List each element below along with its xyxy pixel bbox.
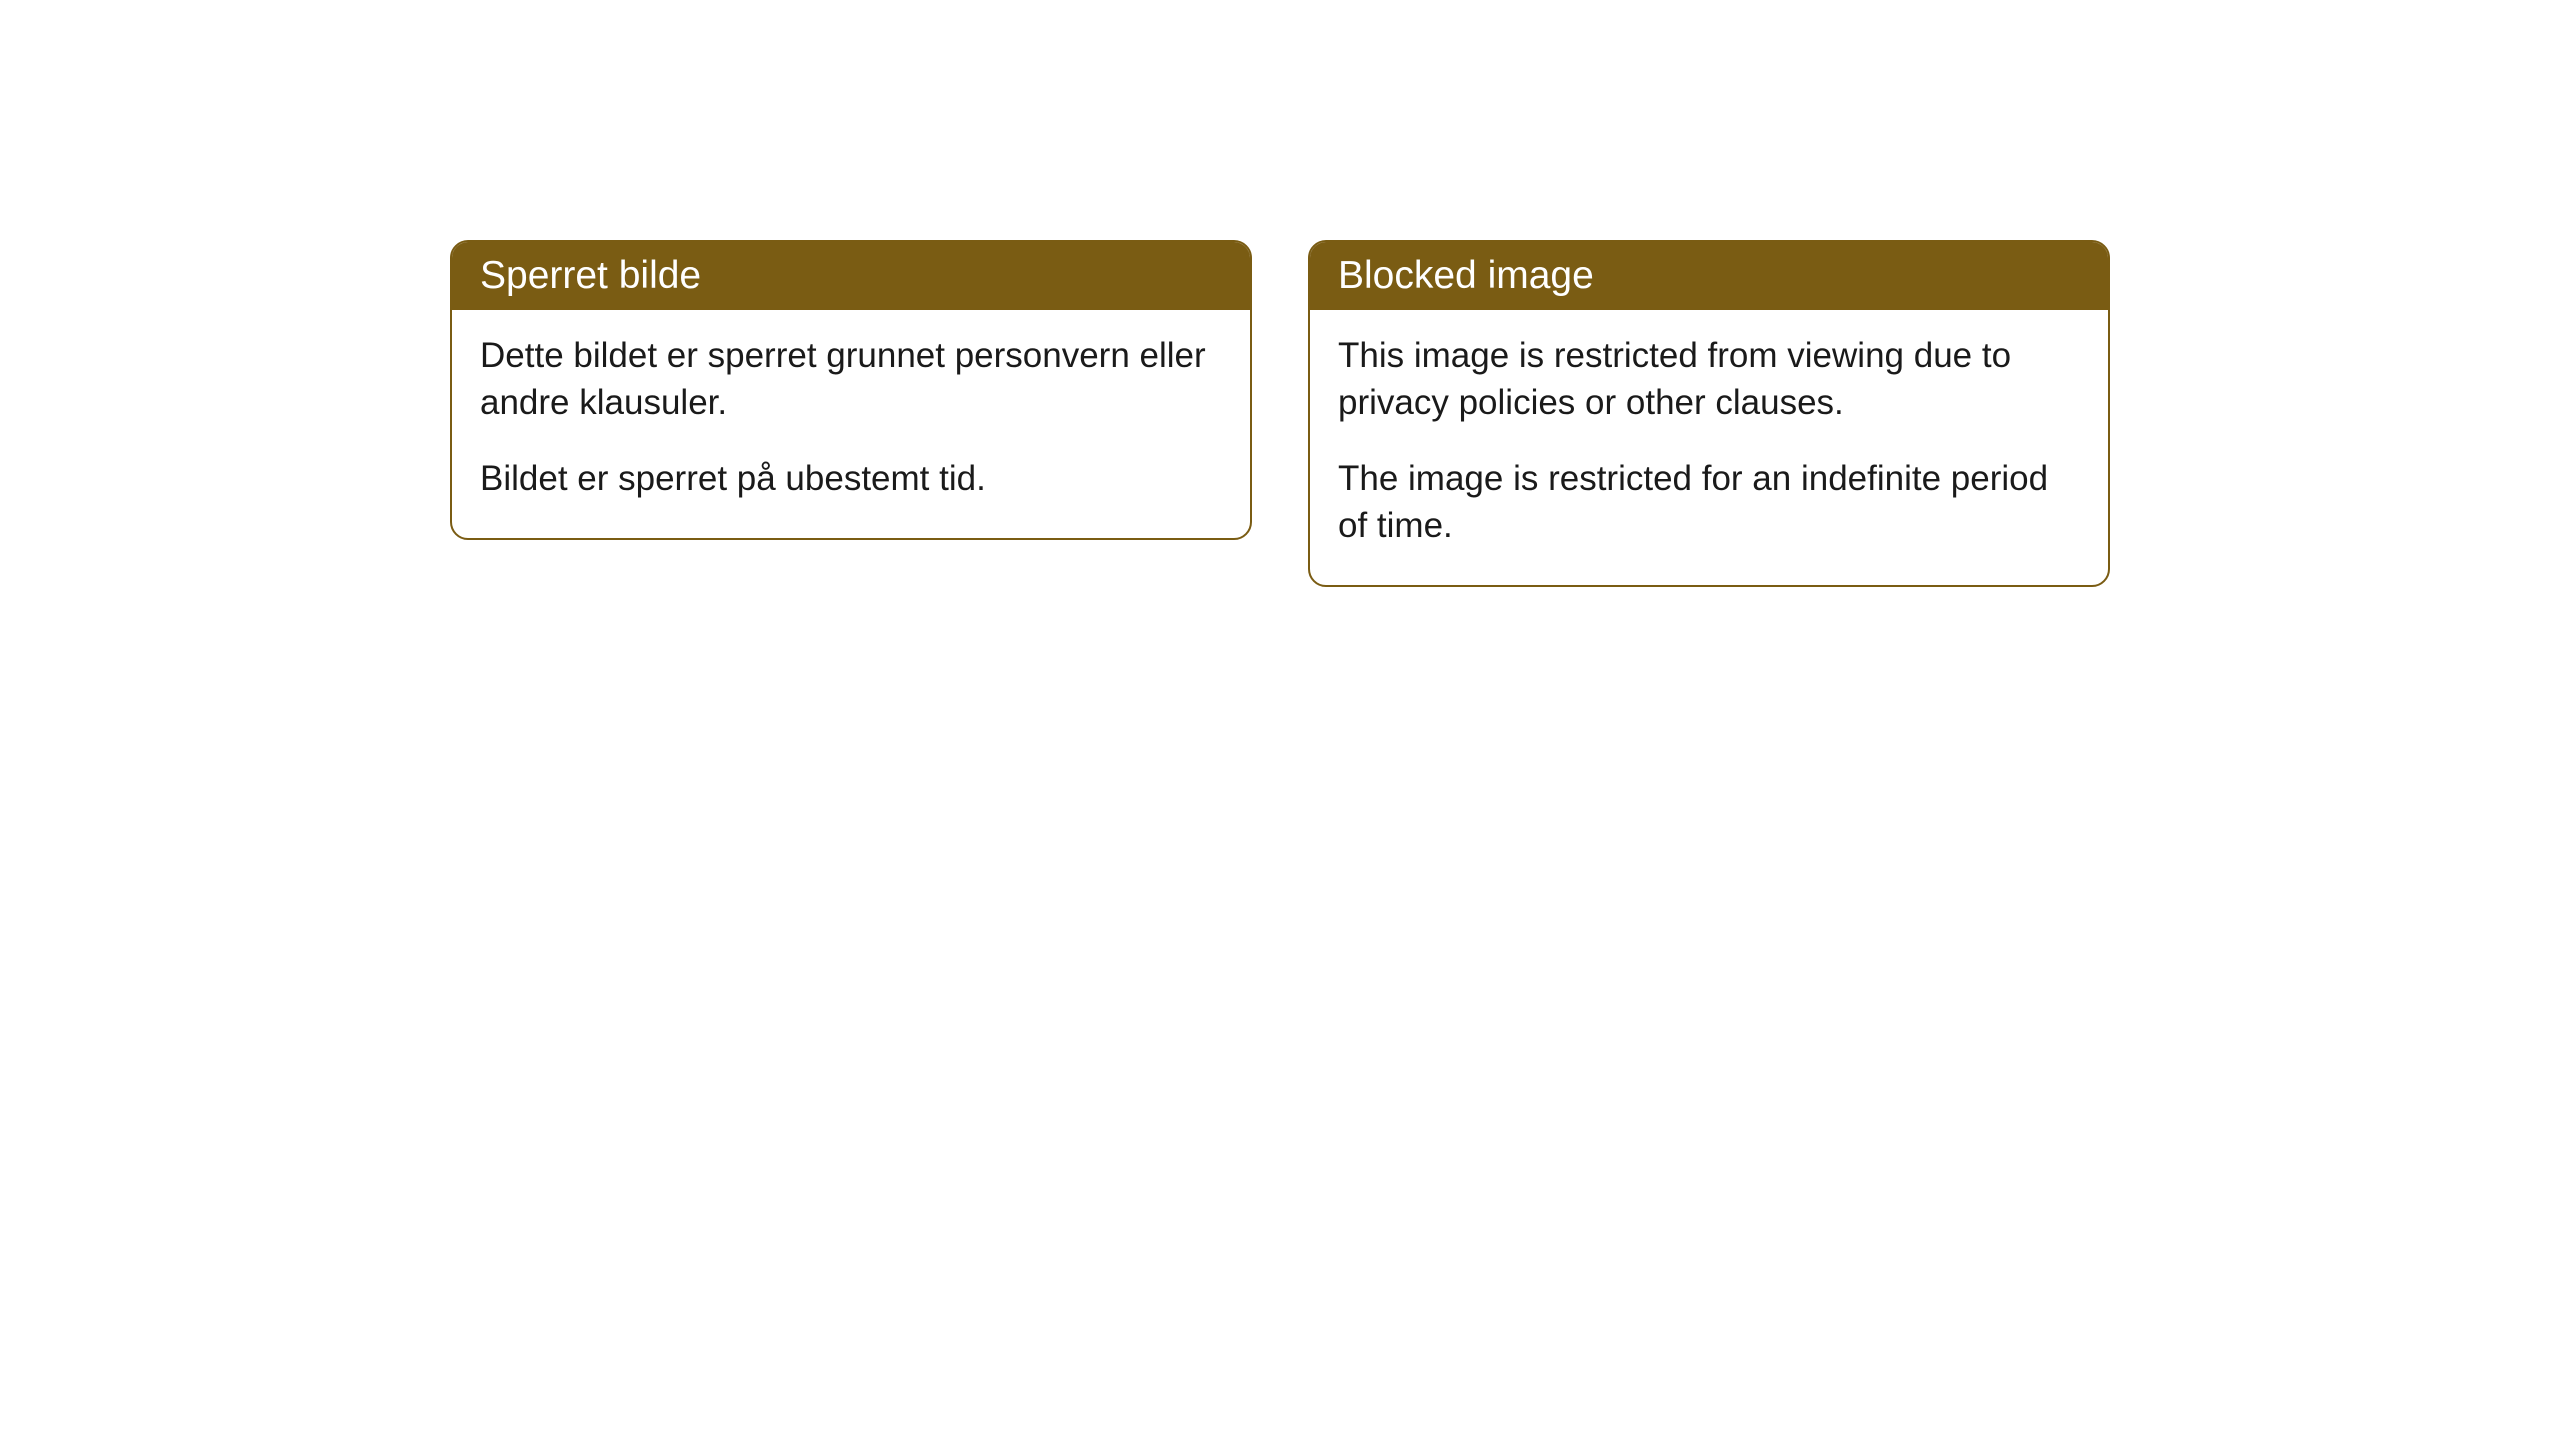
- notice-paragraph: The image is restricted for an indefinit…: [1338, 455, 2080, 550]
- notice-card-english: Blocked image This image is restricted f…: [1308, 240, 2110, 587]
- notice-title: Sperret bilde: [480, 254, 701, 297]
- notice-paragraph: This image is restricted from viewing du…: [1338, 332, 2080, 427]
- notice-header: Sperret bilde: [452, 242, 1250, 310]
- notice-title: Blocked image: [1338, 254, 1594, 297]
- notice-body: This image is restricted from viewing du…: [1310, 310, 2108, 585]
- notice-paragraph: Dette bildet er sperret grunnet personve…: [480, 332, 1222, 427]
- notice-card-norwegian: Sperret bilde Dette bildet er sperret gr…: [450, 240, 1252, 540]
- notice-header: Blocked image: [1310, 242, 2108, 310]
- notice-body: Dette bildet er sperret grunnet personve…: [452, 310, 1250, 538]
- notice-paragraph: Bildet er sperret på ubestemt tid.: [480, 455, 1222, 502]
